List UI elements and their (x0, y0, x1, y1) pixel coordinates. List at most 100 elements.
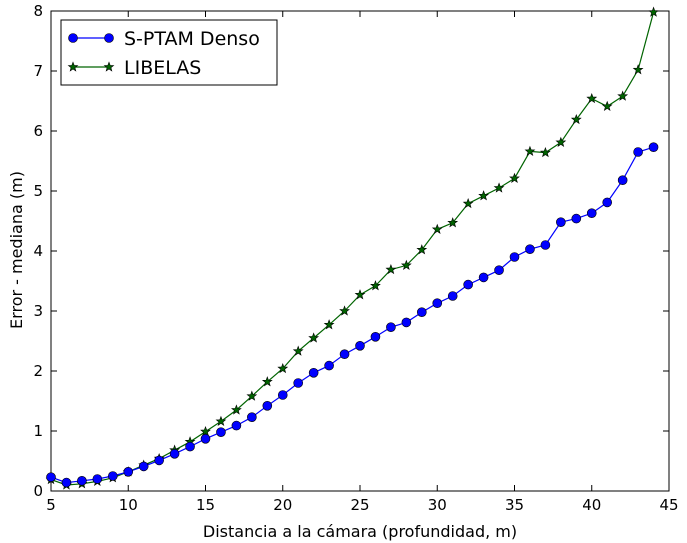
plot-area (50, 10, 670, 492)
x-tick-label: 20 (273, 496, 292, 514)
data-point (231, 420, 242, 431)
data-point (509, 172, 520, 183)
data-point (354, 289, 366, 300)
data-point (215, 415, 227, 426)
data-point (525, 244, 535, 254)
x-tick-label: 10 (119, 496, 138, 514)
data-point (602, 197, 613, 208)
data-point (586, 92, 598, 104)
data-point (154, 455, 164, 466)
data-point (540, 240, 551, 250)
y-tick-label: 2 (33, 362, 43, 380)
data-point (401, 317, 412, 328)
data-point (61, 477, 72, 488)
data-point (478, 190, 489, 201)
data-point (324, 360, 334, 371)
legend-box (60, 19, 278, 86)
y-axis-label: Error - mediana (m) (7, 171, 26, 329)
data-point (431, 223, 443, 234)
series-line (50, 12, 655, 486)
data-point (617, 90, 629, 101)
x-tick-label: 25 (350, 496, 369, 514)
data-point (416, 244, 428, 255)
legend-marker (68, 33, 78, 43)
data-point (493, 182, 505, 193)
data-point (462, 197, 474, 209)
data-point (231, 404, 242, 415)
legend-label: LIBELAS (124, 57, 201, 79)
y-tick-label: 1 (33, 422, 43, 440)
legend: S-PTAM Denso LIBELAS (60, 19, 278, 86)
data-point (308, 367, 319, 378)
data-point (169, 448, 180, 459)
x-tick-label: 30 (428, 496, 447, 514)
y-tick-label: 5 (33, 182, 43, 200)
data-point (262, 400, 273, 411)
data-point (617, 175, 628, 185)
data-point (123, 466, 134, 477)
data-point (277, 362, 289, 374)
legend-marker (67, 61, 79, 72)
data-point (339, 349, 350, 360)
data-point (246, 390, 258, 401)
series-0 (46, 142, 659, 488)
data-point (339, 305, 350, 316)
x-tick-label: 40 (582, 496, 601, 514)
legend-marker (103, 61, 115, 72)
data-point (571, 213, 582, 224)
data-point (355, 340, 365, 351)
data-point (494, 265, 504, 276)
data-point (92, 474, 103, 484)
data-point (108, 471, 118, 481)
data-point (540, 146, 551, 158)
plot-frame (50, 10, 670, 492)
x-tick-label: 15 (196, 496, 215, 514)
data-point (556, 217, 566, 227)
legend-marker (104, 33, 114, 43)
data-point (293, 378, 304, 388)
data-point (447, 291, 458, 301)
data-point (261, 376, 273, 387)
data-point (46, 472, 56, 483)
y-tick-label: 6 (33, 122, 43, 140)
data-point (370, 280, 381, 291)
data-point (323, 319, 335, 330)
data-point (555, 136, 567, 147)
data-point (432, 298, 443, 309)
legend-label: S-PTAM Denso (124, 28, 260, 50)
data-point (247, 412, 257, 423)
data-point (277, 390, 288, 400)
data-point (463, 279, 473, 290)
data-point (632, 64, 644, 75)
data-point (416, 307, 427, 318)
series-line (50, 146, 654, 484)
data-point (386, 322, 396, 333)
data-point (509, 252, 520, 262)
y-tick-label: 8 (33, 2, 43, 20)
data-point (292, 345, 304, 356)
data-point (524, 145, 536, 156)
y-tick-label: 4 (33, 242, 43, 260)
data-point (648, 142, 659, 152)
series-layer (45, 6, 659, 490)
data-point (185, 441, 195, 452)
data-point (478, 272, 489, 283)
x-tick-label: 5 (46, 496, 56, 514)
data-point (447, 217, 459, 228)
data-point (200, 425, 211, 437)
data-point (77, 475, 87, 486)
data-point (200, 433, 211, 444)
data-point (385, 263, 397, 275)
data-point (648, 6, 659, 17)
x-axis-label: Distancia a la cámara (profundidad, m) (203, 522, 517, 541)
x-tick-label: 35 (505, 496, 524, 514)
data-point (601, 100, 613, 111)
y-tick-label: 0 (33, 482, 43, 500)
data-point (308, 332, 320, 343)
data-point (570, 113, 582, 125)
data-point (633, 147, 643, 157)
data-point (216, 427, 226, 438)
